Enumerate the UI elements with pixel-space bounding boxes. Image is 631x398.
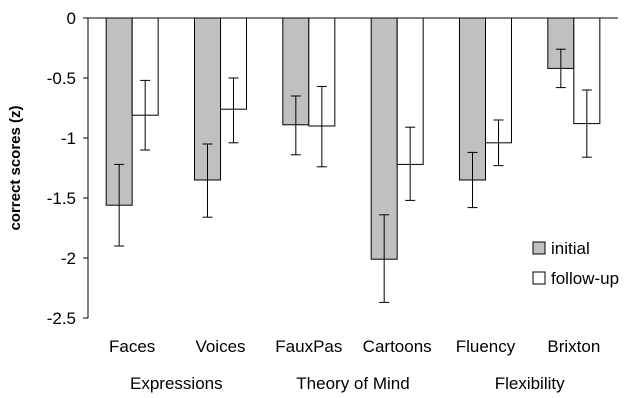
error-bar-follow-up-brixton: [581, 89, 592, 158]
error-bar-initial-fauxpas: [290, 95, 301, 156]
legend-label: follow-up: [551, 269, 619, 288]
error-bar-follow-up-faces: [140, 79, 151, 151]
error-bar-follow-up-fluency: [493, 119, 504, 167]
legend: initial follow-up: [532, 239, 619, 288]
category-label-voices: Voices: [195, 337, 245, 356]
y-axis: 0 -0.5 -1 -1.5 -2 -2.5: [47, 9, 618, 328]
y-axis-label: correct scores (z): [7, 105, 24, 230]
category-label-cartoons: Cartoons: [363, 337, 432, 356]
y-tick-label: -1: [61, 129, 76, 148]
x-axis-labels: Faces Voices FauxPas Cartoons Fluency Brixton…: [109, 337, 600, 393]
bars: [105, 17, 601, 260]
bar-follow-up-cartoons: [396, 17, 424, 165]
error-bar-follow-up-voices: [228, 77, 239, 144]
legend-label: initial: [551, 239, 590, 258]
y-tick-label: -2.5: [47, 309, 76, 328]
y-tick-label: -0.5: [47, 69, 76, 88]
error-bar-initial-brixton: [555, 48, 566, 89]
group-label: Flexibility: [495, 374, 565, 393]
error-bars: [114, 48, 592, 303]
error-bar-follow-up-fauxpas: [316, 85, 327, 168]
group-label: Expressions: [130, 374, 223, 393]
category-label-fauxpas: FauxPas: [275, 337, 342, 356]
y-tick-label: 0: [67, 9, 76, 28]
category-label-faces: Faces: [109, 337, 155, 356]
legend-swatch: [532, 241, 546, 255]
legend-item-initial: initial: [532, 239, 590, 258]
group-label: Theory of Mind: [296, 374, 409, 393]
error-bar-initial-faces: [114, 163, 125, 247]
category-label-brixton: Brixton: [547, 337, 600, 356]
y-tick-label: -2: [61, 249, 76, 268]
error-bar-follow-up-cartoons: [405, 126, 416, 201]
error-bar-initial-fluency: [467, 151, 478, 209]
legend-item-follow-up: follow-up: [532, 269, 619, 288]
error-bar-initial-voices: [202, 143, 213, 218]
category-label-fluency: Fluency: [456, 337, 516, 356]
legend-swatch: [532, 271, 546, 285]
y-tick-label: -1.5: [47, 189, 76, 208]
error-bar-initial-cartoons: [379, 214, 390, 303]
